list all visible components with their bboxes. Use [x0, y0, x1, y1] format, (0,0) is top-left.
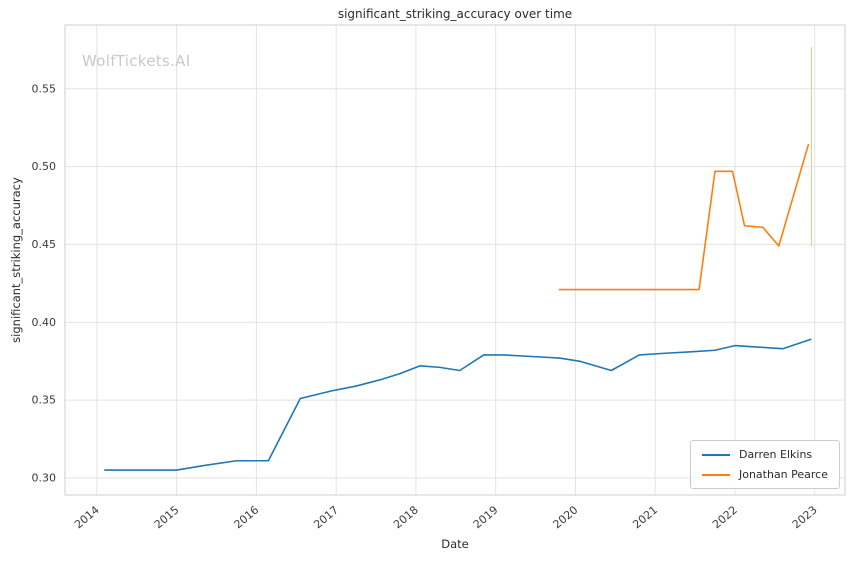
y-tick-label: 0.45	[32, 238, 57, 251]
legend-line-sample-icon	[701, 453, 730, 456]
x-tick-label: 2016	[232, 503, 262, 531]
series-line-jonathan-pearce	[558, 144, 810, 291]
legend: Darren Elkins Jonathan Pearce	[689, 440, 840, 489]
x-tick-label: 2015	[152, 503, 182, 531]
x-tick-label: 2022	[710, 503, 740, 531]
x-tick-label: 2020	[551, 503, 581, 531]
y-tick-label: 0.30	[32, 471, 57, 484]
chart-title: significant_striking_accuracy over time	[337, 7, 573, 21]
legend-label: Darren Elkins	[738, 448, 813, 461]
legend-label: Jonathan Pearce	[738, 468, 828, 481]
legend-entry-darren-elkins: Darren Elkins	[701, 448, 828, 461]
legend-line-sample-icon	[701, 473, 730, 476]
x-tick-label: 2014	[72, 503, 102, 531]
x-tick-label: 2017	[311, 503, 341, 531]
plot-border	[64, 24, 846, 496]
x-tick-label: 2018	[391, 503, 421, 531]
x-tick-label: 2023	[790, 503, 820, 531]
y-tick-label: 0.35	[32, 394, 57, 407]
series-line-darren-elkins	[104, 338, 812, 471]
x-tick-label: 2021	[630, 503, 660, 531]
watermark: WolfTickets.AI	[82, 52, 191, 70]
legend-entry-jonathan-pearce: Jonathan Pearce	[701, 468, 828, 481]
y-tick-label: 0.50	[32, 160, 57, 173]
y-tick-label: 0.40	[32, 316, 57, 329]
x-tick-label: 2019	[471, 503, 501, 531]
x-axis-label: Date	[441, 537, 469, 551]
y-tick-label: 0.55	[32, 82, 57, 95]
